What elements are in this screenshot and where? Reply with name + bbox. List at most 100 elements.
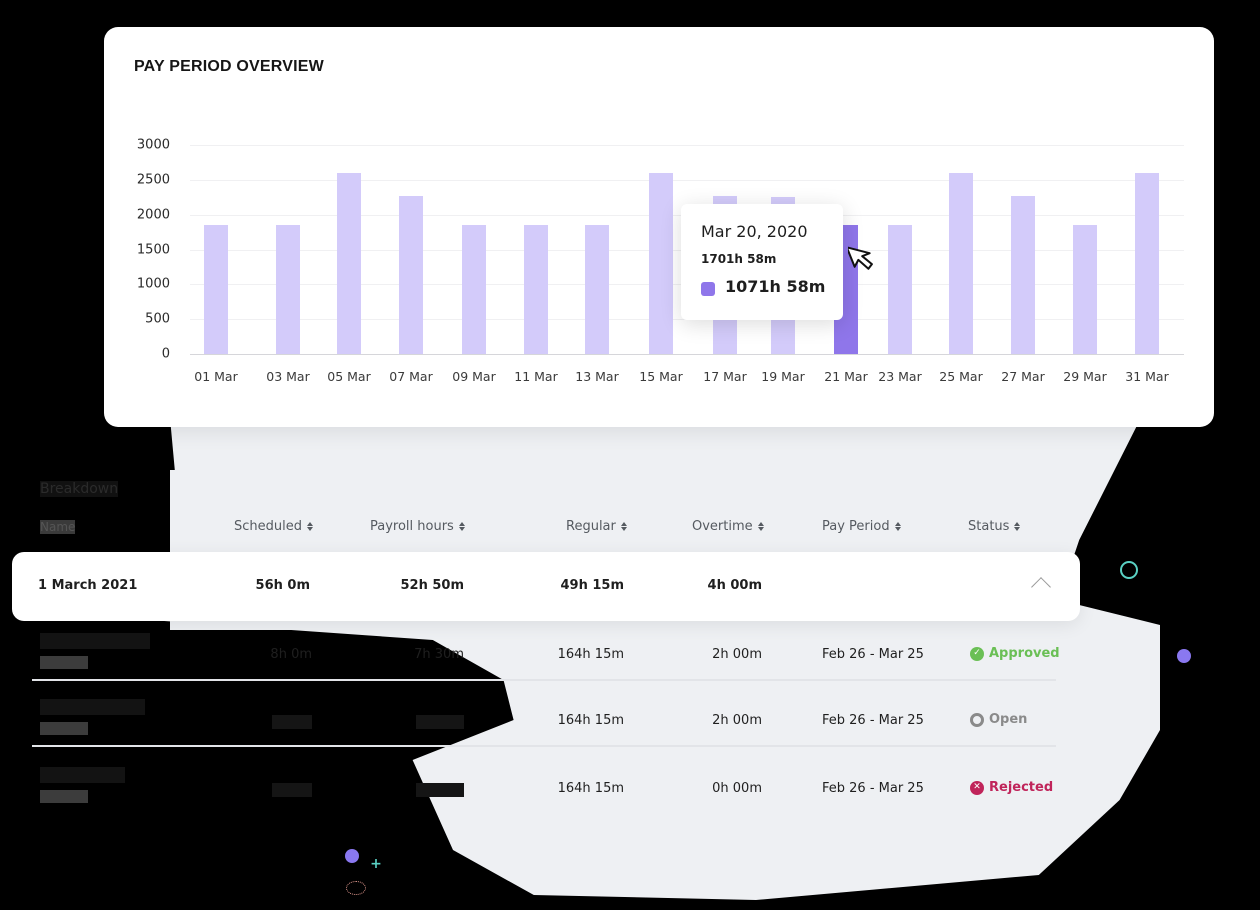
chevron-up-icon[interactable] [1031,577,1051,597]
bar-03-mar[interactable] [276,225,300,354]
breakdown-title: Breakdown [40,481,119,497]
row-divider [32,679,1056,681]
masked-employee-name [40,633,150,649]
tooltip-date: Mar 20, 2020 [701,222,808,241]
x-circle-icon: ✕ [970,780,984,795]
bar-11-mar[interactable] [524,225,548,354]
status-label: Open [989,712,1028,727]
summary-regular: 49h 15m [560,578,624,593]
sort-icon[interactable] [894,522,901,531]
x-axis-tick-label: 19 Mar [761,369,805,384]
bar-29-mar[interactable] [1073,225,1097,354]
column-header-overtime[interactable]: Overtime [692,519,764,534]
status-badge-rejected: ✕ Rejected [970,780,1053,795]
status-badge-approved: ✓ Approved [970,646,1060,661]
decorative-dot-purple [1177,649,1191,663]
sort-icon[interactable] [620,522,627,531]
cell-scheduled: 8h 0m [270,647,312,662]
open-circle-icon [970,712,984,727]
summary-row-expanded[interactable]: 1 March 2021 56h 0m 52h 50m 49h 15m 4h 0… [12,552,1080,621]
column-header-pay-period[interactable]: Pay Period [822,519,901,534]
cell-regular: 164h 15m [557,713,624,728]
column-header-regular[interactable]: Regular [566,519,627,534]
decorative-ring-pink [346,881,366,895]
masked-cell [416,715,464,729]
tooltip-value: 1071h 58m [725,277,826,296]
masked-cell [272,783,312,797]
x-axis-tick-label: 03 Mar [266,369,310,384]
summary-scheduled: 56h 0m [255,578,310,593]
row-divider [32,745,1056,747]
column-header-label: Pay Period [822,519,890,534]
sort-icon[interactable] [757,522,764,531]
y-axis-tick-label: 500 [145,311,170,327]
bar-09-mar[interactable] [462,225,486,354]
x-axis-tick-label: 05 Mar [327,369,371,384]
cell-overtime: 2h 00m [712,647,762,662]
x-axis-tick-label: 11 Mar [514,369,558,384]
bar-27-mar[interactable] [1011,195,1035,354]
summary-overtime: 4h 00m [707,578,762,593]
sort-icon[interactable] [307,522,313,531]
masked-employee-role [40,722,88,735]
decorative-plus-teal: + [370,856,382,872]
masked-cell [416,783,464,797]
chart-tooltip: Mar 20, 2020 1701h 58m 1071h 58m [681,204,843,320]
column-header-status[interactable]: Status [968,519,1021,534]
y-axis-tick-label: 1500 [136,242,170,257]
x-axis-tick-label: 29 Mar [1063,369,1107,384]
sort-icon[interactable] [1014,522,1021,531]
pay-period-overview-card: PAY PERIOD OVERVIEW 0 500 1000 1500 2000 2500… [104,27,1214,427]
column-header-label: Regular [566,519,616,534]
bar-15-mar[interactable] [649,172,673,354]
x-axis-tick-label: 15 Mar [639,369,683,384]
summary-payroll-hours: 52h 50m [400,578,464,593]
column-header-scheduled[interactable]: Scheduled [234,519,313,534]
bar-13-mar[interactable] [585,225,609,354]
y-axis-tick-label: 3000 [136,137,170,153]
cell-pay-period: Feb 26 - Mar 25 [822,781,924,796]
status-label: Rejected [989,780,1054,795]
card-title: PAY PERIOD OVERVIEW [134,58,324,75]
cell-overtime: 0h 00m [712,781,762,796]
cell-overtime: 2h 00m [712,713,762,728]
cell-pay-period: Feb 26 - Mar 25 [822,647,924,662]
tooltip-total: 1701h 58m [701,252,777,266]
column-header-label: Overtime [692,519,753,534]
x-axis-tick-label: 27 Mar [1001,369,1045,384]
x-axis-tick-label: 07 Mar [389,369,433,384]
decorative-dot-purple-bottom [345,849,359,863]
bar-23-mar[interactable] [888,225,912,354]
cell-regular: 164h 15m [557,781,624,796]
x-axis-tick-label: 09 Mar [452,369,496,384]
x-axis-tick-label: 13 Mar [575,369,619,384]
status-label: Approved [989,646,1060,661]
masked-employee-role [40,656,88,669]
check-circle-icon: ✓ [970,646,984,661]
bar-31-mar[interactable] [1135,172,1159,354]
status-badge-open: Open [970,712,1027,727]
name-column-header[interactable]: Name [40,520,76,534]
cell-regular: 164h 15m [557,647,624,662]
column-header-label: Payroll hours [370,519,454,534]
grid-line [190,145,1184,146]
masked-employee-name [40,767,125,783]
bar-25-mar[interactable] [949,172,973,354]
column-header-payroll-hours[interactable]: Payroll hours [370,519,465,534]
summary-row-label: 1 March 2021 [38,578,138,593]
mouse-pointer-icon [848,246,873,270]
x-axis-tick-label: 17 Mar [703,369,747,384]
bar-05-mar[interactable] [337,172,361,354]
bar-07-mar[interactable] [399,195,423,354]
tooltip-series-swatch [701,282,715,296]
masked-employee-role [40,790,88,803]
x-axis-tick-label: 31 Mar [1125,369,1169,384]
grid-line [190,179,1184,181]
cell-pay-period: Feb 26 - Mar 25 [822,713,924,728]
bar-01-mar[interactable] [204,225,228,354]
sort-icon[interactable] [458,522,465,531]
masked-cell [272,715,312,729]
decorative-ring-teal [1120,561,1138,579]
column-header-label: Scheduled [234,519,302,534]
y-axis-tick-label: 2000 [136,207,170,223]
